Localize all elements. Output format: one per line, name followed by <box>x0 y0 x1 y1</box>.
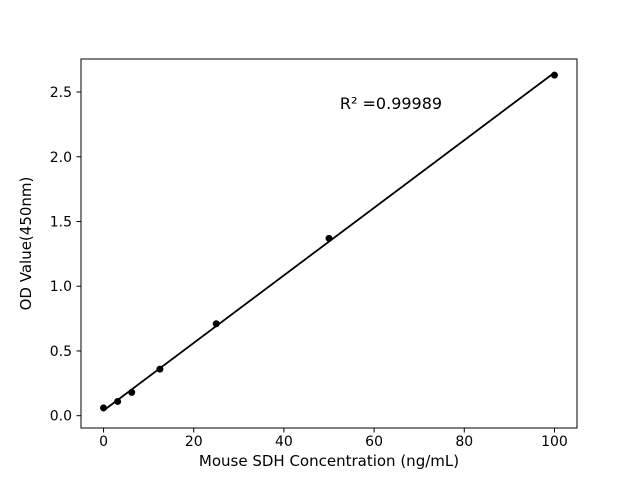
data-point <box>128 388 136 396</box>
plot-dynamic-layer: 0 20 40 60 80 100 0.0 0.5 1.0 1.5 2.0 2.5 <box>50 58 578 450</box>
y-tick-label: 2.5 <box>50 85 72 101</box>
data-point <box>550 71 558 79</box>
data-point <box>100 404 108 412</box>
y-tick-label: 0.5 <box>50 344 72 360</box>
y-axis-label: OD Value(450nm) <box>17 177 35 311</box>
r-squared-annotation: R² =0.99989 <box>340 94 442 113</box>
y-tick-label: 1.0 <box>50 279 72 295</box>
y-tick-label: 2.0 <box>50 150 72 166</box>
x-tick-label: 40 <box>275 434 293 450</box>
x-tick-label: 20 <box>185 434 203 450</box>
data-point <box>156 365 164 373</box>
x-tick-label: 60 <box>365 434 383 450</box>
x-axis-label: Mouse SDH Concentration (ng/mL) <box>199 452 459 470</box>
x-tick-label: 100 <box>541 434 568 450</box>
data-point <box>325 234 333 242</box>
data-point <box>114 397 122 405</box>
axes-spines <box>80 58 578 429</box>
y-tick-label: 1.5 <box>50 214 72 230</box>
data-point <box>212 320 220 328</box>
x-tick-label: 80 <box>455 434 473 450</box>
x-tick-label: 0 <box>99 434 108 450</box>
y-tick-label: 0.0 <box>50 409 72 425</box>
